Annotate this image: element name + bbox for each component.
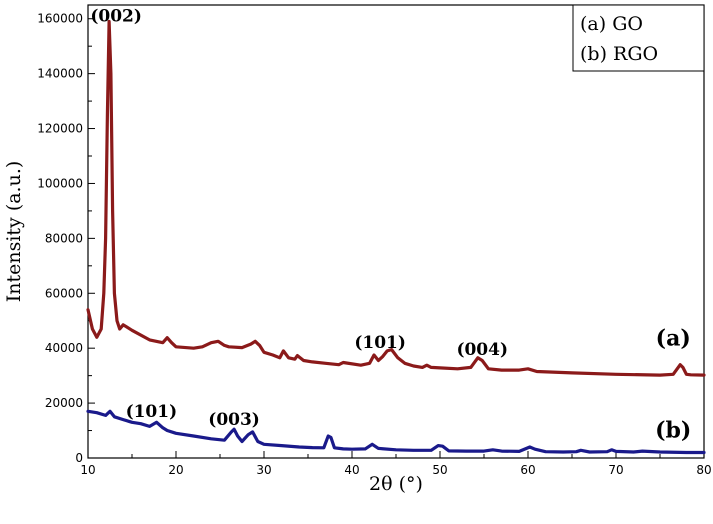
y-tick-label: 20000 [45, 396, 83, 410]
y-tick-label: 80000 [45, 231, 83, 245]
y-tick-label: 100000 [37, 176, 83, 190]
x-tick-label: 40 [344, 463, 359, 477]
series-line-go [86, 19, 706, 377]
x-tick-label: 70 [608, 463, 623, 477]
curve-labels: (a) (b) [655, 325, 691, 443]
peak-label: (004) [456, 340, 508, 360]
curve-label: (a) [656, 325, 691, 351]
legend-box [572, 4, 705, 72]
y-tick-label: 0 [75, 451, 83, 465]
x-tick-label: 80 [696, 463, 711, 477]
y-tick-label: 140000 [37, 67, 83, 81]
peak-annotations: (002) (101) (004) (101) (003) [90, 6, 508, 430]
legend: (a) GO (b) RGO [572, 4, 705, 72]
x-axis-ticks: 10 20 30 40 50 60 70 80 [80, 451, 712, 477]
x-axis-title: 2θ (°) [369, 473, 423, 495]
curve-label: (b) [655, 417, 691, 443]
legend-entry: (b) RGO [580, 43, 658, 65]
y-axis-ticks: 0 20000 40000 60000 80000 100000 120000 140000 1… [37, 12, 95, 465]
peak-label: (002) [90, 6, 142, 26]
y-tick-label: 160000 [37, 12, 83, 26]
x-tick-label: 10 [80, 463, 95, 477]
legend-entry: (a) GO [580, 13, 643, 35]
peak-label: (101) [354, 333, 406, 353]
series-line-rgo [86, 409, 706, 455]
y-axis-title: Intensity (a.u.) [3, 161, 25, 303]
peak-label: (003) [208, 410, 260, 430]
plot-frame [87, 4, 705, 459]
x-tick-label: 20 [168, 463, 183, 477]
peak-label: (101) [126, 402, 178, 422]
x-tick-label: 50 [432, 463, 447, 477]
x-tick-label: 60 [520, 463, 535, 477]
y-tick-label: 60000 [45, 286, 83, 300]
x-tick-label: 30 [256, 463, 271, 477]
y-tick-label: 120000 [37, 122, 83, 136]
series-layer [86, 19, 706, 455]
y-tick-label: 40000 [45, 341, 83, 355]
plot-border [87, 4, 705, 459]
